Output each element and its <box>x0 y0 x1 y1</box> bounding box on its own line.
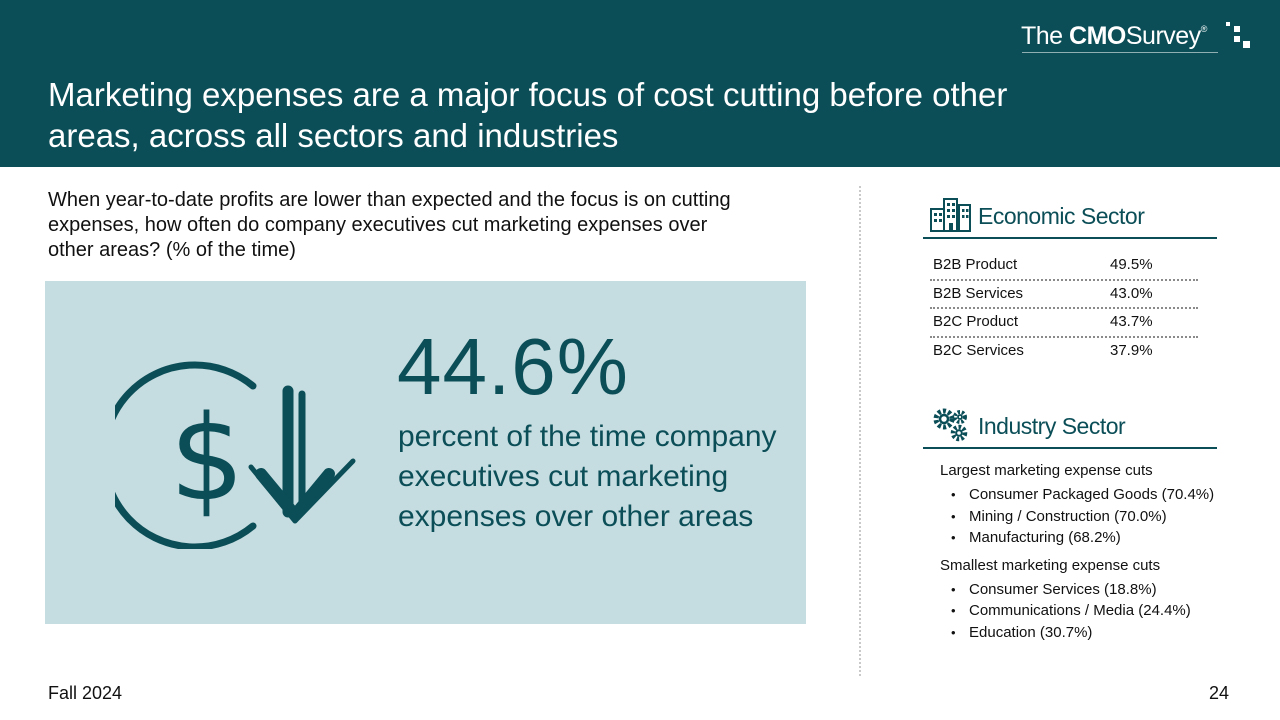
table-row: B2B Services 43.0% <box>930 281 1198 309</box>
dollar-down-arrow-icon: $ <box>115 361 356 549</box>
headline-description: percent of the time company executives c… <box>398 420 777 533</box>
svg-text:$: $ <box>169 389 244 527</box>
list-item: Consumer Packaged Goods (70.4%) <box>940 484 1270 506</box>
buildings-icon <box>930 198 971 232</box>
logo-suffix: Survey <box>1125 22 1201 50</box>
slide-title: Marketing expenses are a major focus of … <box>48 76 1008 154</box>
table-row: B2B Product 49.5% <box>930 252 1198 281</box>
industry-sector-header: Industry Sector <box>923 403 1217 449</box>
cmo-survey-logo: The CMOSurvey® <box>1021 22 1207 51</box>
logo-bold: CMO <box>1069 22 1126 50</box>
footer-date: Fall 2024 <box>48 683 123 703</box>
logo-prefix: The <box>1021 22 1063 50</box>
economic-sector-header: Economic Sector <box>923 193 1217 239</box>
economic-sector-title: Economic Sector <box>978 203 1145 229</box>
table-row: B2C Product 43.7% <box>930 309 1198 338</box>
column-divider <box>859 186 861 676</box>
logo-registered: ® <box>1200 24 1208 34</box>
largest-cuts-heading: Largest marketing expense cuts <box>940 462 1153 479</box>
logo-underline <box>1022 52 1218 53</box>
table-row: B2C Services 37.9% <box>930 338 1198 367</box>
largest-cuts-list: Consumer Packaged Goods (70.4%) Mining /… <box>940 484 1270 549</box>
row-value: 49.5% <box>1110 256 1153 273</box>
headline-value: 44.6% <box>397 322 629 411</box>
row-value: 43.7% <box>1110 313 1153 330</box>
smallest-cuts-heading: Smallest marketing expense cuts <box>940 556 1161 574</box>
row-label: B2B Services <box>933 284 1024 302</box>
industry-sector-title: Industry Sector <box>978 413 1126 439</box>
list-item: Education (30.7%) <box>940 622 1270 644</box>
row-label: B2C Services <box>933 341 1024 359</box>
survey-question: When year-to-date profits are lower than… <box>48 189 731 261</box>
row-value: 37.9% <box>1110 341 1153 359</box>
smallest-cuts-list: Consumer Services (18.8%) Communications… <box>940 579 1270 644</box>
economic-sector-table: B2B Product 49.5% B2B Services 43.0% B2C… <box>930 252 1198 366</box>
gears-icon <box>933 408 968 442</box>
row-value: 43.0% <box>1110 284 1153 302</box>
list-item: Communications / Media (24.4%) <box>940 600 1270 622</box>
list-item: Consumer Services (18.8%) <box>940 579 1270 601</box>
page-number: 24 <box>1209 683 1230 703</box>
list-item: Mining / Construction (70.0%) <box>940 506 1270 528</box>
row-label: B2B Product <box>933 256 1018 273</box>
industry-sector-list: Largest marketing expense cuts Consumer … <box>940 461 1270 650</box>
logo-dots-icon <box>1224 20 1252 50</box>
row-label: B2C Product <box>933 313 1019 330</box>
header-bar: Marketing expenses are a major focus of … <box>0 0 1280 167</box>
headline-panel: $ 44.6% percent of the time company exec… <box>45 281 806 624</box>
list-item: Manufacturing (68.2%) <box>940 527 1270 549</box>
